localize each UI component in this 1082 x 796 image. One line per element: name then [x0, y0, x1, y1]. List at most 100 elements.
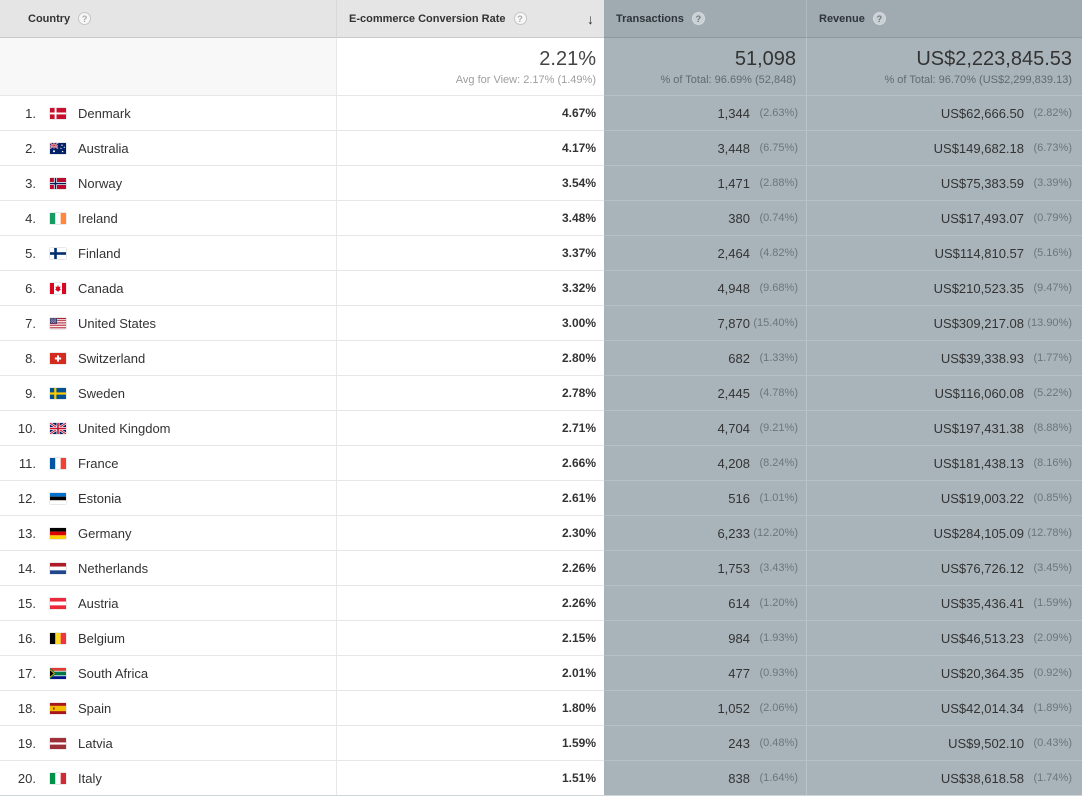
country-name-link[interactable]: Germany [78, 525, 132, 541]
conversion-rate-value: 3.48% [561, 211, 596, 225]
help-icon[interactable]: ? [78, 12, 92, 25]
column-header-country-label: Country [28, 12, 71, 25]
revenue-cell: US$76,726.12 (3.45%) [806, 550, 1082, 585]
country-name-link[interactable]: Norway [78, 175, 123, 191]
country-name-link[interactable]: Denmark [78, 105, 131, 121]
conversion-rate-value: 2.80% [561, 351, 596, 365]
summary-revenue-cell: US$2,223,845.53 % of Total: 96.70% (US$2… [806, 38, 1082, 95]
summary-transactions-value: 51,098 [734, 47, 796, 70]
summary-transactions-subtext: % of Total: 96.69% (52,848) [660, 73, 796, 86]
transactions-percent: (1.33%) [759, 352, 798, 364]
transactions-percent: (1.93%) [759, 632, 798, 644]
sort-descending-icon: ↓ [587, 10, 594, 27]
help-icon[interactable]: ? [691, 12, 705, 25]
country-name-link[interactable]: Netherlands [78, 560, 149, 576]
transactions-value: 2,464 [717, 245, 750, 261]
transactions-value: 1,052 [717, 700, 750, 716]
revenue-cell: US$149,682.18 (6.73%) [806, 130, 1082, 165]
country-name-link[interactable]: Austria [78, 595, 119, 611]
country-cell: 12. Estonia [0, 480, 336, 515]
row-rank: 8. [25, 350, 36, 366]
flag-switzerland-icon [50, 352, 66, 364]
row-rank: 3. [25, 175, 36, 191]
summary-conversion-rate-subtext: Avg for View: 2.17% (1.49%) [455, 73, 596, 86]
row-rank: 2. [25, 140, 36, 156]
table-row: 18. Spain 1.80% 1,052 (2.06%) US$42,014.… [0, 690, 1082, 725]
transactions-cell: 2,445 (4.78%) [604, 375, 806, 410]
column-header-transactions-label: Transactions [616, 12, 684, 25]
revenue-percent: (8.88%) [1033, 422, 1072, 434]
revenue-value: US$39,338.93 [940, 350, 1024, 366]
column-header-conversion-rate-label: E-commerce Conversion Rate [349, 12, 506, 25]
flag-united-states-icon [50, 317, 66, 329]
flag-norway-icon [50, 177, 66, 189]
country-name-link[interactable]: Canada [78, 280, 124, 296]
help-icon[interactable]: ? [872, 12, 886, 25]
column-header-country[interactable]: Country ? [0, 0, 336, 38]
transactions-value: 4,704 [717, 420, 750, 436]
row-rank: 14. [17, 560, 36, 576]
summary-transactions-cell: 51,098 % of Total: 96.69% (52,848) [604, 38, 806, 95]
conversion-rate-cell: 3.00% [336, 305, 604, 340]
column-header-conversion-rate[interactable]: E-commerce Conversion Rate ? ↓ [336, 0, 604, 38]
transactions-cell: 243 (0.48%) [604, 725, 806, 760]
country-name-link[interactable]: Ireland [78, 210, 118, 226]
transactions-cell: 1,471 (2.88%) [604, 165, 806, 200]
revenue-value: US$210,523.35 [933, 280, 1024, 296]
revenue-value: US$38,618.58 [940, 770, 1024, 786]
flag-canada-icon [50, 282, 66, 294]
column-header-transactions[interactable]: Transactions ? [604, 0, 806, 38]
transactions-value: 7,870 [717, 315, 750, 331]
flag-united-kingdom-icon [50, 422, 66, 434]
transactions-value: 4,208 [717, 455, 750, 471]
help-icon[interactable]: ? [513, 12, 527, 25]
country-name-link[interactable]: Finland [78, 245, 121, 261]
country-cell: 3. Norway [0, 165, 336, 200]
conversion-rate-cell: 2.71% [336, 410, 604, 445]
conversion-rate-value: 1.51% [561, 771, 596, 785]
conversion-rate-value: 2.61% [561, 491, 596, 505]
conversion-rate-value: 3.54% [561, 176, 596, 190]
country-name-link[interactable]: Italy [78, 770, 102, 786]
transactions-percent: (2.63%) [759, 107, 798, 119]
country-name-link[interactable]: South Africa [78, 665, 149, 681]
transactions-value: 682 [728, 350, 750, 366]
transactions-percent: (9.21%) [759, 422, 798, 434]
transactions-cell: 516 (1.01%) [604, 480, 806, 515]
revenue-cell: US$210,523.35 (9.47%) [806, 270, 1082, 305]
conversion-rate-value: 2.26% [561, 596, 596, 610]
transactions-percent: (0.93%) [759, 667, 798, 679]
transactions-value: 3,448 [717, 140, 750, 156]
country-name-link[interactable]: United States [78, 315, 157, 331]
country-name-link[interactable]: Spain [78, 700, 112, 716]
country-name-link[interactable]: Belgium [78, 630, 125, 646]
conversion-rate-value: 1.80% [561, 701, 596, 715]
country-cell: 11. France [0, 445, 336, 480]
country-name-link[interactable]: Estonia [78, 490, 122, 506]
revenue-value: US$20,364.35 [940, 665, 1024, 681]
country-cell: 17. South Africa [0, 655, 336, 690]
transactions-value: 516 [728, 490, 750, 506]
row-rank: 13. [17, 525, 36, 541]
country-name-link[interactable]: Sweden [78, 385, 125, 401]
revenue-percent: (12.78%) [1027, 527, 1072, 539]
country-name-link[interactable]: Latvia [78, 735, 113, 751]
revenue-value: US$149,682.18 [933, 140, 1024, 156]
country-cell: 1. Denmark [0, 95, 336, 130]
transactions-value: 6,233 [717, 525, 750, 541]
country-name-link[interactable]: France [78, 455, 119, 471]
conversion-rate-value: 2.30% [561, 526, 596, 540]
country-name-link[interactable]: Switzerland [78, 350, 146, 366]
table-row: 3. Norway 3.54% 1,471 (2.88%) US$75,383.… [0, 165, 1082, 200]
revenue-cell: US$19,003.22 (0.85%) [806, 480, 1082, 515]
transactions-percent: (6.75%) [759, 142, 798, 154]
flag-italy-icon [50, 772, 66, 784]
transactions-cell: 682 (1.33%) [604, 340, 806, 375]
conversion-rate-value: 3.32% [561, 281, 596, 295]
country-name-link[interactable]: Australia [78, 140, 129, 156]
conversion-rate-value: 3.37% [561, 246, 596, 260]
country-name-link[interactable]: United Kingdom [78, 420, 171, 436]
transactions-cell: 380 (0.74%) [604, 200, 806, 235]
column-header-revenue[interactable]: Revenue ? [806, 0, 1082, 38]
country-cell: 10. United Kingdom [0, 410, 336, 445]
